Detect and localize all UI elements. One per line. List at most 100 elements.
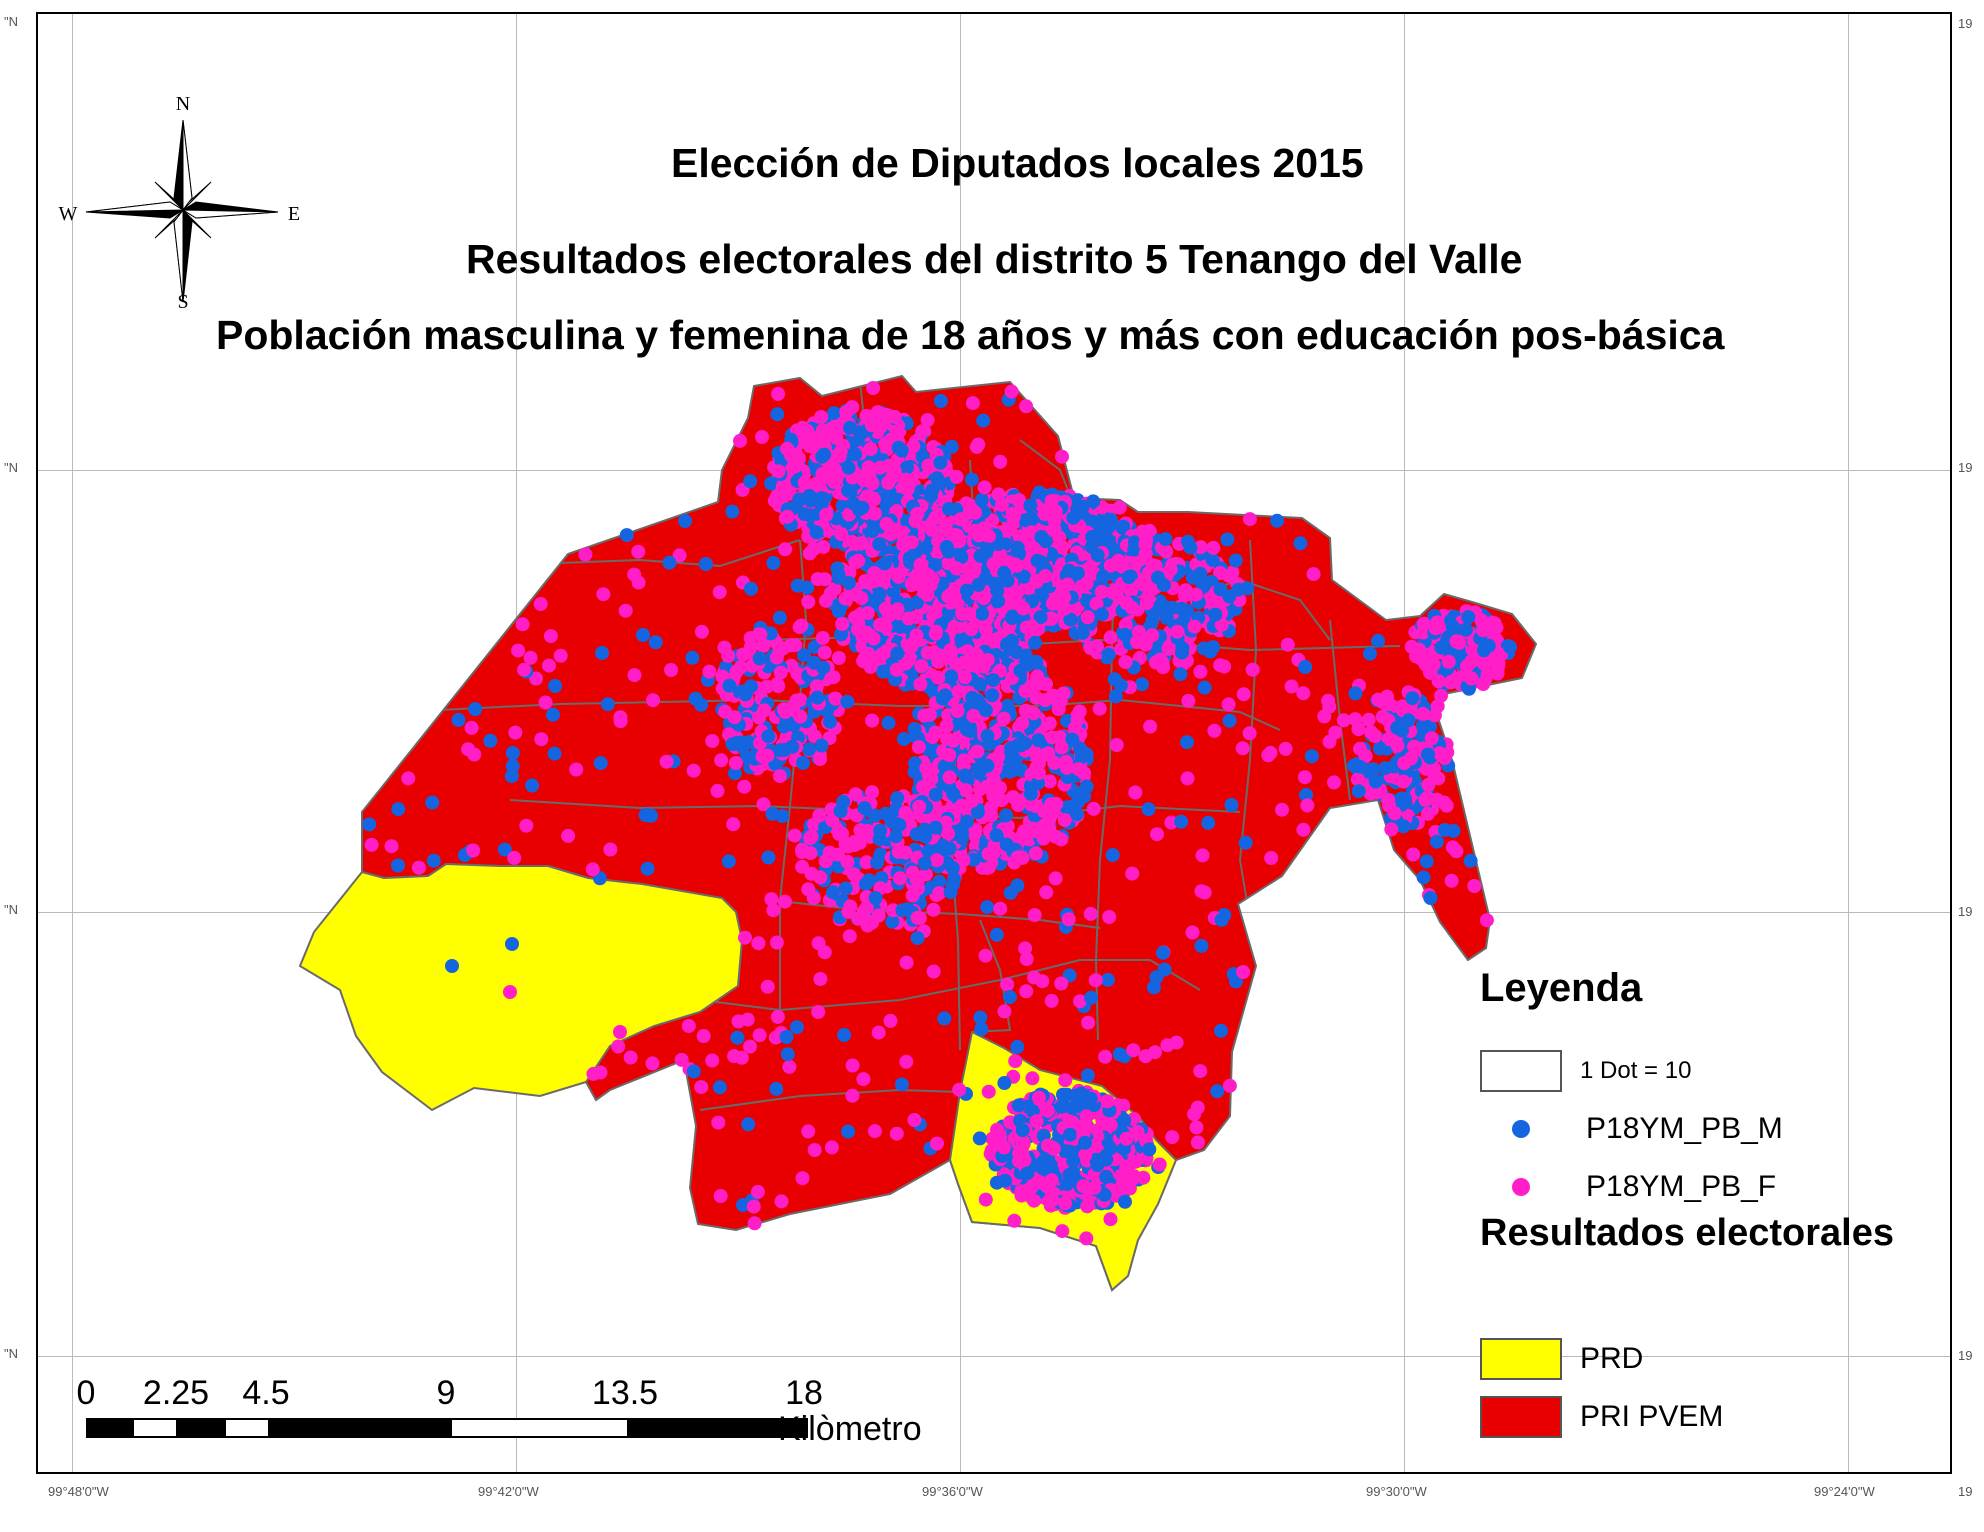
men-dot [1205, 552, 1220, 567]
men-dot [1066, 1153, 1081, 1168]
men-dot [743, 474, 758, 489]
men-dot [1013, 663, 1028, 678]
women-dot [1280, 637, 1295, 652]
women-dot [746, 1199, 761, 1214]
women-dot [947, 527, 962, 542]
women-dot [623, 1050, 638, 1065]
men-dot [989, 927, 1004, 942]
women-dot [1235, 741, 1250, 756]
women-dot [1045, 730, 1060, 745]
men-dot [943, 885, 958, 900]
women-dot [843, 899, 858, 914]
women-dot [721, 648, 736, 663]
women-dot [1025, 821, 1040, 836]
women-dot [1005, 506, 1020, 521]
women-dot [1321, 693, 1336, 708]
women-dot [928, 626, 943, 641]
women-dot [924, 522, 939, 537]
men-dot [941, 501, 956, 516]
women-dot [1361, 712, 1376, 727]
men-dot [954, 632, 969, 647]
women-dot [866, 381, 881, 395]
women-dot [797, 475, 812, 490]
men-dot [989, 1175, 1004, 1190]
men-dot [937, 1011, 952, 1026]
longitude-label: 99°30'0"W [1366, 1484, 1427, 1499]
men-dot [1415, 718, 1430, 733]
women-dot [645, 1056, 660, 1071]
women-dot [1414, 651, 1429, 666]
men-dot [1102, 519, 1117, 534]
women-dot [907, 1113, 922, 1127]
women-dot [848, 787, 863, 802]
men-dot [1463, 853, 1478, 868]
men-dot [976, 413, 991, 428]
men-dot [1461, 610, 1476, 625]
men-dot [990, 583, 1005, 598]
women-dot [968, 505, 983, 520]
men-dot [933, 394, 948, 408]
women-dot [686, 763, 701, 778]
men-dot [841, 460, 856, 475]
men-dot [685, 650, 700, 665]
men-dot [678, 514, 693, 528]
men-dot [725, 504, 740, 519]
women-dot [751, 627, 766, 642]
women-dot [926, 902, 941, 917]
women-dot [1126, 1043, 1141, 1058]
legend-label-men: P18YM_PB_M [1586, 1112, 1783, 1145]
men-dot [944, 439, 959, 454]
women-dot [965, 396, 980, 411]
women-dot [1264, 851, 1279, 865]
women-dot [466, 843, 481, 858]
men-dot [1503, 640, 1517, 654]
men-dot [730, 1030, 745, 1045]
women-dot [899, 1054, 914, 1069]
women-dot [627, 668, 642, 683]
women-dot [1071, 762, 1086, 777]
men-dot [877, 556, 892, 571]
men-dot [1423, 891, 1438, 906]
men-dot [980, 542, 995, 557]
women-dot [627, 567, 642, 582]
men-dot [857, 801, 872, 816]
men-dot [445, 959, 459, 973]
women-dot [586, 1066, 601, 1081]
legend-dot-value: 1 Dot = 10 [1480, 1048, 1691, 1094]
men-dot [505, 759, 520, 773]
women-dot [1019, 952, 1034, 967]
women-dot [1111, 553, 1126, 568]
grid-parallel [38, 1356, 1950, 1357]
women-dot [1019, 984, 1034, 999]
women-dot [794, 618, 809, 633]
women-dot [543, 629, 558, 644]
men-dot [888, 829, 903, 844]
women-dot [1426, 657, 1441, 672]
women-dot [921, 768, 936, 782]
men-dot [810, 690, 825, 705]
women-dot [738, 930, 752, 945]
women-dot [1213, 658, 1228, 673]
men-dot [1067, 800, 1082, 815]
men-dot [1372, 741, 1387, 756]
women-dot [1048, 504, 1063, 519]
women-dot [803, 846, 818, 861]
men-dot [504, 769, 519, 784]
women-dot [747, 1216, 762, 1231]
latitude-label: 19 [1958, 16, 1973, 31]
men-dot [972, 677, 987, 692]
men-dot [505, 746, 520, 760]
men-dot [600, 697, 615, 712]
grid-meridian [1848, 14, 1849, 1472]
women-dot [1348, 712, 1363, 727]
men-dot [1368, 774, 1383, 789]
men-dot [980, 900, 995, 915]
women-dot [947, 619, 962, 634]
women-dot [841, 839, 856, 854]
men-dot [846, 496, 861, 511]
men-dot [1158, 532, 1173, 547]
women-dot [1017, 831, 1032, 846]
women-dot [856, 904, 871, 919]
women-dot [778, 894, 792, 909]
women-dot [898, 472, 913, 487]
